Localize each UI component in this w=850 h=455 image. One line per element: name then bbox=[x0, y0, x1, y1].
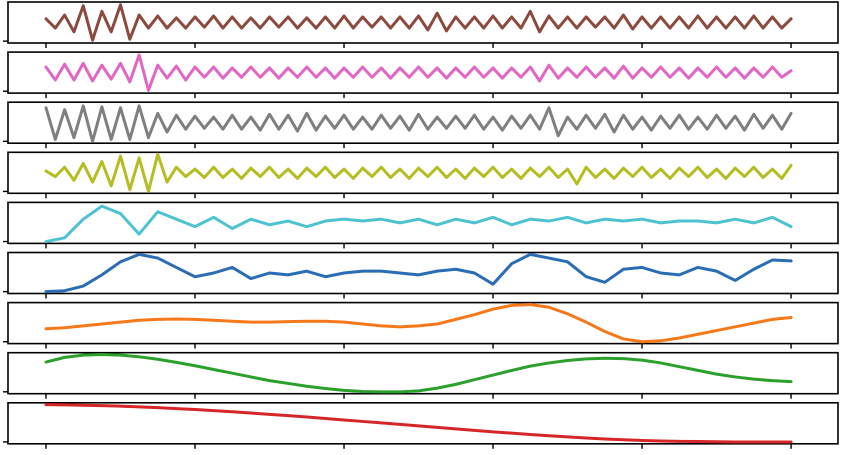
panel-frame bbox=[7, 201, 839, 245]
signal-line bbox=[44, 3, 793, 42]
panel-frame bbox=[7, 51, 839, 94]
signal-line bbox=[44, 353, 793, 394]
panel-frame bbox=[7, 1, 839, 44]
signal-line bbox=[44, 302, 793, 344]
signal-line bbox=[44, 252, 793, 294]
panel-frame bbox=[7, 401, 839, 445]
panel-frame bbox=[7, 301, 839, 345]
signal-line bbox=[44, 53, 793, 92]
panel-frame bbox=[7, 251, 839, 295]
panel-frame bbox=[7, 101, 839, 144]
signal-line bbox=[44, 204, 793, 244]
panel-frame bbox=[7, 351, 839, 395]
signal-line bbox=[44, 104, 793, 143]
signal-line bbox=[44, 152, 793, 193]
panel-frame bbox=[7, 151, 839, 195]
signal-line bbox=[44, 403, 793, 444]
